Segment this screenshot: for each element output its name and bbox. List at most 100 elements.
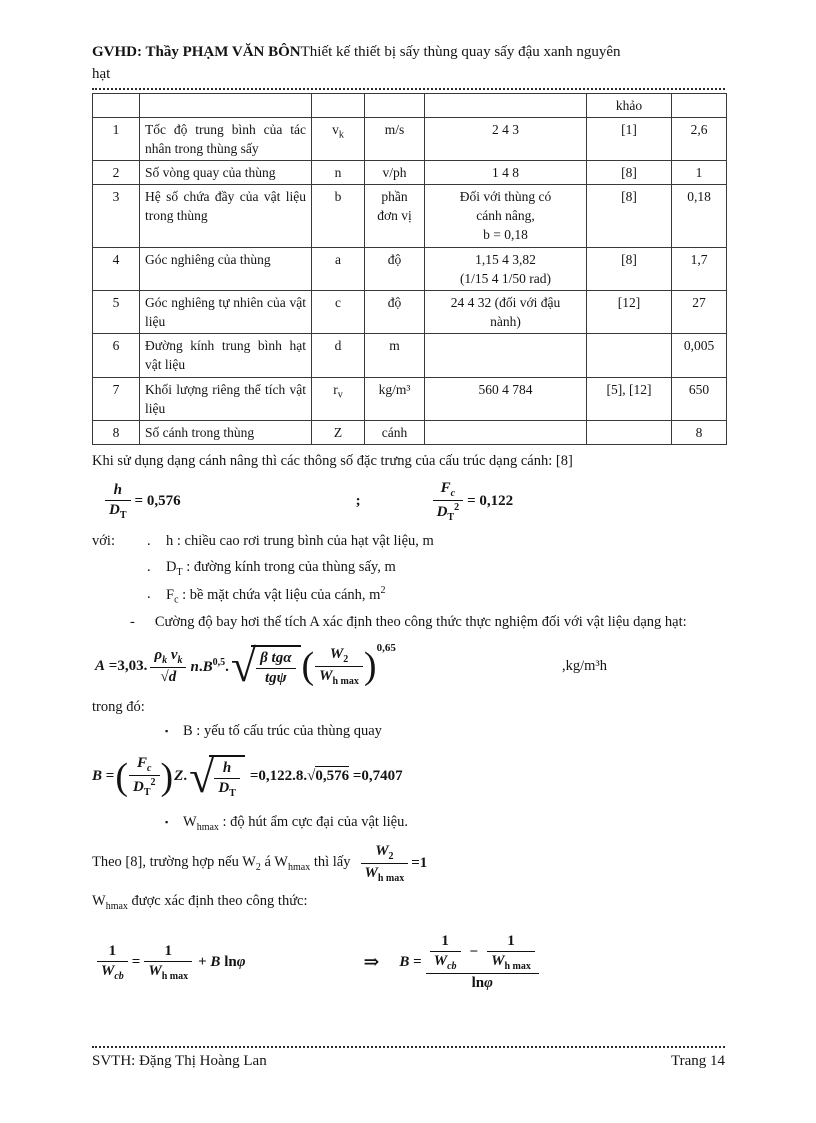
- table-row-5: 5 Góc nghiêng tự nhiên của vật liệu c độ…: [92, 289, 727, 335]
- cell-symbol: n: [311, 159, 365, 186]
- cell-symbol: rv: [311, 376, 365, 421]
- cell-symbol: vk: [311, 116, 365, 161]
- def-row: . Fc : bề mặt chứa vật liệu của cánh, m2: [92, 582, 725, 610]
- header-cell-no: [92, 92, 140, 118]
- theo-text: Theo [8], trường hợp nếu W2 á Whmax thì …: [92, 854, 351, 874]
- formula-h-dt: h DT = 0,576 ; Fc DT2 = 0,122: [92, 476, 725, 526]
- cell-range: 1 4 8: [424, 159, 587, 186]
- def-row: . DT : đường kính trong của thùng sấy, m: [92, 555, 725, 582]
- cell-value: 8: [671, 419, 727, 446]
- cell-ref: [1]: [586, 116, 672, 161]
- para-evaporation-intensity: - Cường độ bay hơi thể tích A xác định th…: [130, 614, 687, 631]
- doc-title: Thiết kế thiết bị sấy thùng quay sấy đậu…: [300, 44, 621, 60]
- cell-desc: Hệ số chứa đầy của vật liệu trong thùng: [139, 184, 312, 248]
- cell-no: 6: [92, 333, 140, 378]
- radical-group: √ β tgα tgψ: [231, 643, 301, 689]
- cell-symbol: b: [311, 184, 365, 248]
- bullet-marker: ▪: [165, 726, 169, 737]
- fb-z: Z.: [174, 768, 188, 785]
- cell-desc: Tốc độ trung bình của tác nhân trong thù…: [139, 116, 312, 161]
- inline-fraction-w2-whmax: W2 Wh max: [360, 843, 409, 884]
- def-bullet: .: [147, 533, 151, 550]
- cell-range: 24 4 32 (đối với đậu nành): [424, 289, 587, 335]
- fc-denominator: lnφ: [471, 974, 493, 991]
- right-paren: ): [363, 644, 377, 687]
- def-label: với:: [92, 533, 115, 550]
- cell-symbol: d: [311, 333, 365, 378]
- minus-sign: −: [469, 943, 479, 960]
- cell-no: 5: [92, 289, 140, 335]
- cell-desc: Số cánh trong thùng: [139, 419, 312, 446]
- theo-result: =1: [411, 855, 428, 872]
- table-row-2: 2 Số vòng quay của thùng n v/ph 1 4 8 [8…: [92, 159, 727, 186]
- f1-result: = 0,576: [134, 492, 181, 509]
- fa-mid: n.B0,5.: [190, 656, 229, 675]
- table-header-row: khảo: [92, 92, 727, 118]
- fc-rest: + B lnφ: [198, 953, 246, 970]
- para-intro: Khi sử dụng dạng cánh nâng thì các thông…: [92, 453, 573, 469]
- cell-symbol: Z: [311, 419, 365, 446]
- fraction-fc-dt2: Fc DT2: [432, 480, 464, 523]
- fraction-rho-vk: ρk vk √d: [150, 647, 187, 686]
- table-row-6: 6 Đường kính trung bình hạt vật liệu d m…: [92, 333, 727, 378]
- cell-desc: Đường kính trung bình hạt vật liệu: [139, 333, 312, 378]
- table-row-3: 3 Hệ số chứa đầy của vật liệu trong thùn…: [92, 184, 727, 248]
- f1b-result: = 0,122: [467, 492, 514, 509]
- cell-range: 2 4 3: [424, 116, 587, 161]
- cell-unit: cánh: [364, 419, 425, 446]
- formula-wcb-system: 1 Wcb = 1 Wh max + B lnφ ⇒ B = 1 Wcb − 1 Wh …: [92, 920, 725, 1004]
- cell-range: [424, 419, 587, 446]
- cell-range: 1,15 4 3,82 (1/15 4 1/50 rad): [424, 246, 587, 291]
- cell-unit: v/ph: [364, 159, 425, 186]
- cell-no: 1: [92, 116, 140, 161]
- page-header: GVHD: Thầy PHẠM VĂN BÔNThiết kế thiết bị…: [92, 42, 725, 86]
- formula-unit: ,kg/m³h: [561, 657, 607, 674]
- fraction-1-wcb: 1 Wcb: [97, 943, 128, 982]
- doc-title-line2: hạt: [92, 65, 111, 82]
- cell-range: Đối với thùng có cánh nâng, b = 0,18: [424, 184, 587, 248]
- cell-ref: [8]: [586, 246, 672, 291]
- fb-result: =0,122.8.√0,576 =0,7407: [249, 766, 403, 785]
- footer-rule: [92, 1046, 725, 1048]
- header-cell-range: [424, 92, 587, 118]
- fraction-1-whmax: 1 Wh max: [487, 933, 535, 972]
- def-text: Fc : bề mặt chứa vật liệu của cánh, m2: [166, 584, 386, 606]
- cell-ref: [586, 419, 672, 446]
- page-footer: SVTH: Đặng Thị Hoàng Lan Trang 14: [92, 1046, 725, 1070]
- cell-unit: độ: [364, 246, 425, 291]
- para-trong-do: trong đó:: [92, 699, 145, 716]
- footer-page-number: Trang 14: [670, 1053, 725, 1069]
- bullet-text: B : yếu tố cấu trúc của thùng quay: [183, 723, 382, 740]
- dash-bullet: -: [130, 614, 135, 631]
- cell-range: 560 4 784: [424, 376, 587, 421]
- def-bullet: .: [147, 558, 151, 575]
- def-text: h : chiều cao rơi trung bình của hạt vật…: [166, 533, 434, 550]
- table-row-1: 1 Tốc độ trung bình của tác nhân trong t…: [92, 116, 727, 161]
- fraction-fc-dt2: Fc DT2: [128, 755, 160, 798]
- parameters-table: khảo 1 Tốc độ trung bình của tác nhân tr…: [92, 92, 727, 446]
- cell-value: 1,7: [671, 246, 727, 291]
- left-paren: (: [115, 755, 128, 798]
- exponent: 0,65: [376, 642, 396, 655]
- bullet-text: Whmax : độ hút ẩm cực đại của vật liệu.: [183, 813, 408, 833]
- bullet-whmax-row: ▪ Whmax : độ hút ẩm cực đại của vật liệu…: [92, 812, 725, 835]
- equals-sign: =: [131, 953, 141, 970]
- cell-value: 1: [671, 159, 727, 186]
- header-cell-value: [671, 92, 727, 118]
- cell-ref: [586, 333, 672, 378]
- fraction-w2-whmax: W2 Wh max: [315, 646, 363, 687]
- para-theo: Theo [8], trường hợp nếu W2 á Whmax thì …: [92, 838, 725, 890]
- cell-value: 27: [671, 289, 727, 335]
- cell-desc: Khối lượng riêng thể tích vật liệu: [139, 376, 312, 421]
- header-rule: [92, 87, 725, 90]
- header-cell-desc: [139, 92, 312, 118]
- cell-range: [424, 333, 587, 378]
- fc-r-lhs: B =: [399, 953, 422, 970]
- big-fraction: 1 Wcb − 1 Wh max lnφ: [425, 933, 539, 992]
- cell-unit: độ: [364, 289, 425, 335]
- bullet-marker: ▪: [165, 816, 169, 827]
- cell-symbol: c: [311, 289, 365, 335]
- left-paren: (: [301, 644, 315, 687]
- radical-group: √ h DT: [189, 754, 245, 799]
- fb-lhs: B =: [92, 768, 115, 785]
